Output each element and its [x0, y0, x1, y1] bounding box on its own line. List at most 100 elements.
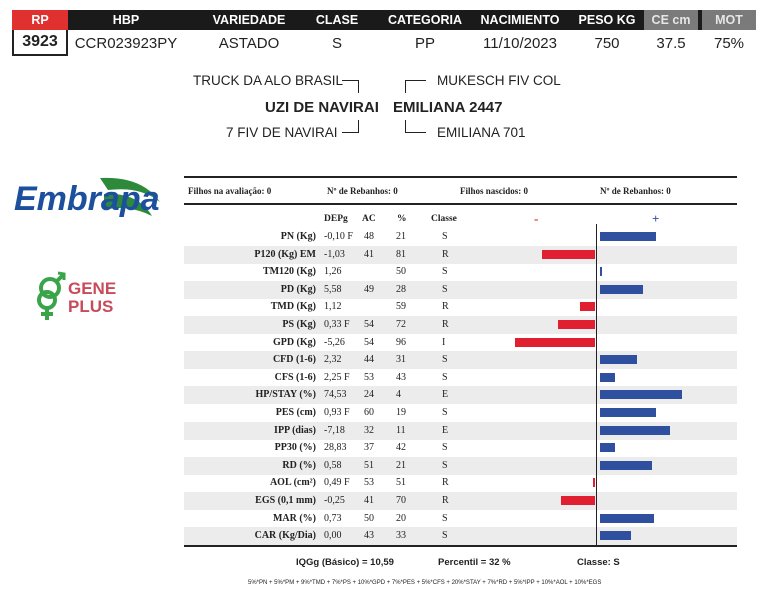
- table-row: PES (cm) 0,93 F 60 19 S: [184, 404, 737, 422]
- cell-ac: 41: [364, 495, 374, 506]
- header-value-ce-cm: 37.5: [656, 35, 686, 52]
- cell-depg: 1,12: [324, 301, 342, 313]
- deviation-bar: [600, 372, 616, 382]
- cell-depg: 28,83: [324, 442, 347, 454]
- header-value-hbp: CCR023923PY: [74, 35, 178, 52]
- footer-percentil: Percentil = 32 %: [438, 557, 511, 568]
- table-row: CFD (1-6) 2,32 44 31 S: [184, 351, 737, 370]
- header-value-variedade: ASTADO: [218, 35, 280, 52]
- col-header-depg: DEPg: [324, 214, 348, 224]
- table-row: HP/STAY (%) 74,53 24 4 E: [184, 386, 737, 405]
- cell-depg: 74,53: [324, 389, 347, 401]
- deviation-bar: [600, 232, 656, 241]
- cell-pct: 11: [396, 424, 406, 436]
- deviation-bar: [600, 267, 602, 277]
- table-row: PP30 (%) 28,83 37 42 S: [184, 439, 737, 457]
- col-header-ac: AC: [362, 214, 376, 224]
- deviation-bar: [515, 337, 595, 347]
- pedigree-connector-top-left: [342, 80, 359, 93]
- cell-trait: EGS (0,1 mm): [255, 495, 316, 506]
- cell-pct: 59: [396, 301, 406, 313]
- table-row: CFS (1-6) 2,25 F 53 43 S: [184, 369, 737, 387]
- cell-classe: R: [442, 495, 449, 506]
- cell-depg: 0,00: [324, 530, 342, 542]
- cell-pct: 50: [396, 266, 406, 278]
- cell-depg: 5,58: [324, 283, 342, 295]
- cell-ac: 48: [364, 231, 374, 242]
- deviation-bar: [600, 425, 671, 435]
- rp-value: 3923: [12, 30, 68, 56]
- deviation-bar: [558, 320, 595, 329]
- header-label-ce-cm: CE cm: [644, 10, 698, 30]
- cell-ac: 24: [364, 389, 374, 401]
- pedigree-dam-dam: EMILIANA 701: [437, 125, 526, 140]
- table-top-rule: [184, 176, 737, 178]
- cell-ac: 50: [364, 512, 374, 524]
- cell-pct: 33: [396, 530, 406, 542]
- cell-trait: TMD (Kg): [270, 301, 316, 313]
- cell-pct: 20: [396, 512, 406, 524]
- pedigree-connector-top-right: [405, 80, 426, 93]
- cell-ac: 60: [364, 407, 374, 418]
- cell-ac: 53: [364, 371, 374, 383]
- cell-ac: 49: [364, 283, 374, 295]
- cell-depg: 2,25 F: [324, 371, 350, 383]
- cell-depg: 1,26: [324, 266, 342, 278]
- header-label-nacimiento: NACIMIENTO: [480, 13, 560, 27]
- pedigree-sire-sire: TRUCK DA ALO BRASIL: [193, 73, 344, 88]
- table-row: TMD (Kg) 1,12 59 R: [184, 298, 737, 316]
- col-header-minus: -: [534, 211, 539, 226]
- cell-trait: PN (Kg): [280, 231, 316, 242]
- deviation-bar: [600, 355, 637, 365]
- deviation-bar: [600, 513, 655, 523]
- cell-ac: 37: [364, 442, 374, 454]
- footer-classe: Classe: S: [577, 557, 620, 568]
- deviation-bar: [600, 390, 683, 400]
- cell-classe: S: [442, 231, 448, 242]
- cell-depg: 0,93 F: [324, 407, 350, 418]
- cell-trait: CAR (Kg/Dia): [254, 530, 316, 542]
- cell-trait: PD (Kg): [280, 283, 316, 295]
- cell-pct: 42: [396, 442, 406, 454]
- geneplus-logo: GENE PLUS: [32, 262, 152, 328]
- cell-classe: R: [442, 477, 449, 489]
- cell-depg: 0,49 F: [324, 477, 350, 489]
- deviation-bar: [560, 496, 595, 505]
- cell-ac: 51: [364, 459, 374, 471]
- cell-classe: S: [442, 371, 448, 383]
- footer-formula: 5%*PN + 5%*PM + 9%*TMD + 7%*PS + 10%*GPD…: [248, 580, 602, 586]
- summary-filhos-avaliacao: Filhos na avaliação: 0: [188, 186, 272, 196]
- cell-pct: 72: [396, 319, 406, 330]
- header-value-categoria: PP: [414, 35, 435, 52]
- table-row: PS (Kg) 0,33 F 54 72 R: [184, 316, 737, 334]
- cell-classe: S: [442, 354, 448, 366]
- table-row: CAR (Kg/Dia) 0,00 43 33 S: [184, 527, 737, 546]
- cell-trait: PS (Kg): [282, 319, 316, 330]
- table-row: RD (%) 0,58 51 21 S: [184, 456, 737, 475]
- cell-trait: CFS (1-6): [274, 371, 316, 383]
- cell-classe: S: [442, 442, 448, 454]
- cell-depg: 0,33 F: [324, 319, 350, 330]
- cell-classe: I: [442, 336, 446, 348]
- table-row: PD (Kg) 5,58 49 28 S: [184, 280, 737, 299]
- table-bottom-rule: [184, 545, 737, 547]
- geneplus-word-gene: GENE: [68, 279, 116, 298]
- pedigree-dam-sire: MUKESCH FIV COL: [437, 73, 561, 88]
- cell-trait: HP/STAY (%): [255, 389, 316, 401]
- deviation-bar: [579, 302, 595, 312]
- table-row: EGS (0,1 mm) -0,25 41 70 R: [184, 492, 737, 510]
- header-label-clase: CLASE: [315, 13, 359, 27]
- cell-classe: S: [442, 530, 448, 542]
- header-value-clase: S: [331, 35, 342, 52]
- cell-pct: 19: [396, 407, 406, 418]
- cell-classe: S: [442, 407, 448, 418]
- summary-rebanhos-2: Nº de Rebanhos: 0: [600, 186, 671, 196]
- embrapa-wordmark: Embrapa: [14, 180, 160, 218]
- cell-classe: E: [442, 424, 449, 436]
- col-header-classe: Classe: [431, 214, 457, 224]
- cell-ac: 53: [364, 477, 374, 489]
- cell-classe: R: [442, 301, 449, 313]
- cell-trait: RD (%): [282, 459, 316, 471]
- cell-classe: E: [442, 389, 449, 401]
- cell-pct: 70: [396, 495, 406, 506]
